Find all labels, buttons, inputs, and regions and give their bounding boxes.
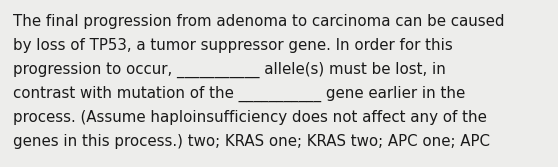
Text: by loss of TP53, a tumor suppressor gene. In order for this: by loss of TP53, a tumor suppressor gene… [13,38,453,53]
Text: contrast with mutation of the ___________ gene earlier in the: contrast with mutation of the __________… [13,86,465,102]
Text: genes in this process.) two; KRAS one; KRAS two; APC one; APC: genes in this process.) two; KRAS one; K… [13,134,490,149]
Text: progression to occur, ___________ allele(s) must be lost, in: progression to occur, ___________ allele… [13,62,446,78]
Text: process. (Assume haploinsufficiency does not affect any of the: process. (Assume haploinsufficiency does… [13,110,487,125]
Text: The final progression from adenoma to carcinoma can be caused: The final progression from adenoma to ca… [13,14,504,29]
